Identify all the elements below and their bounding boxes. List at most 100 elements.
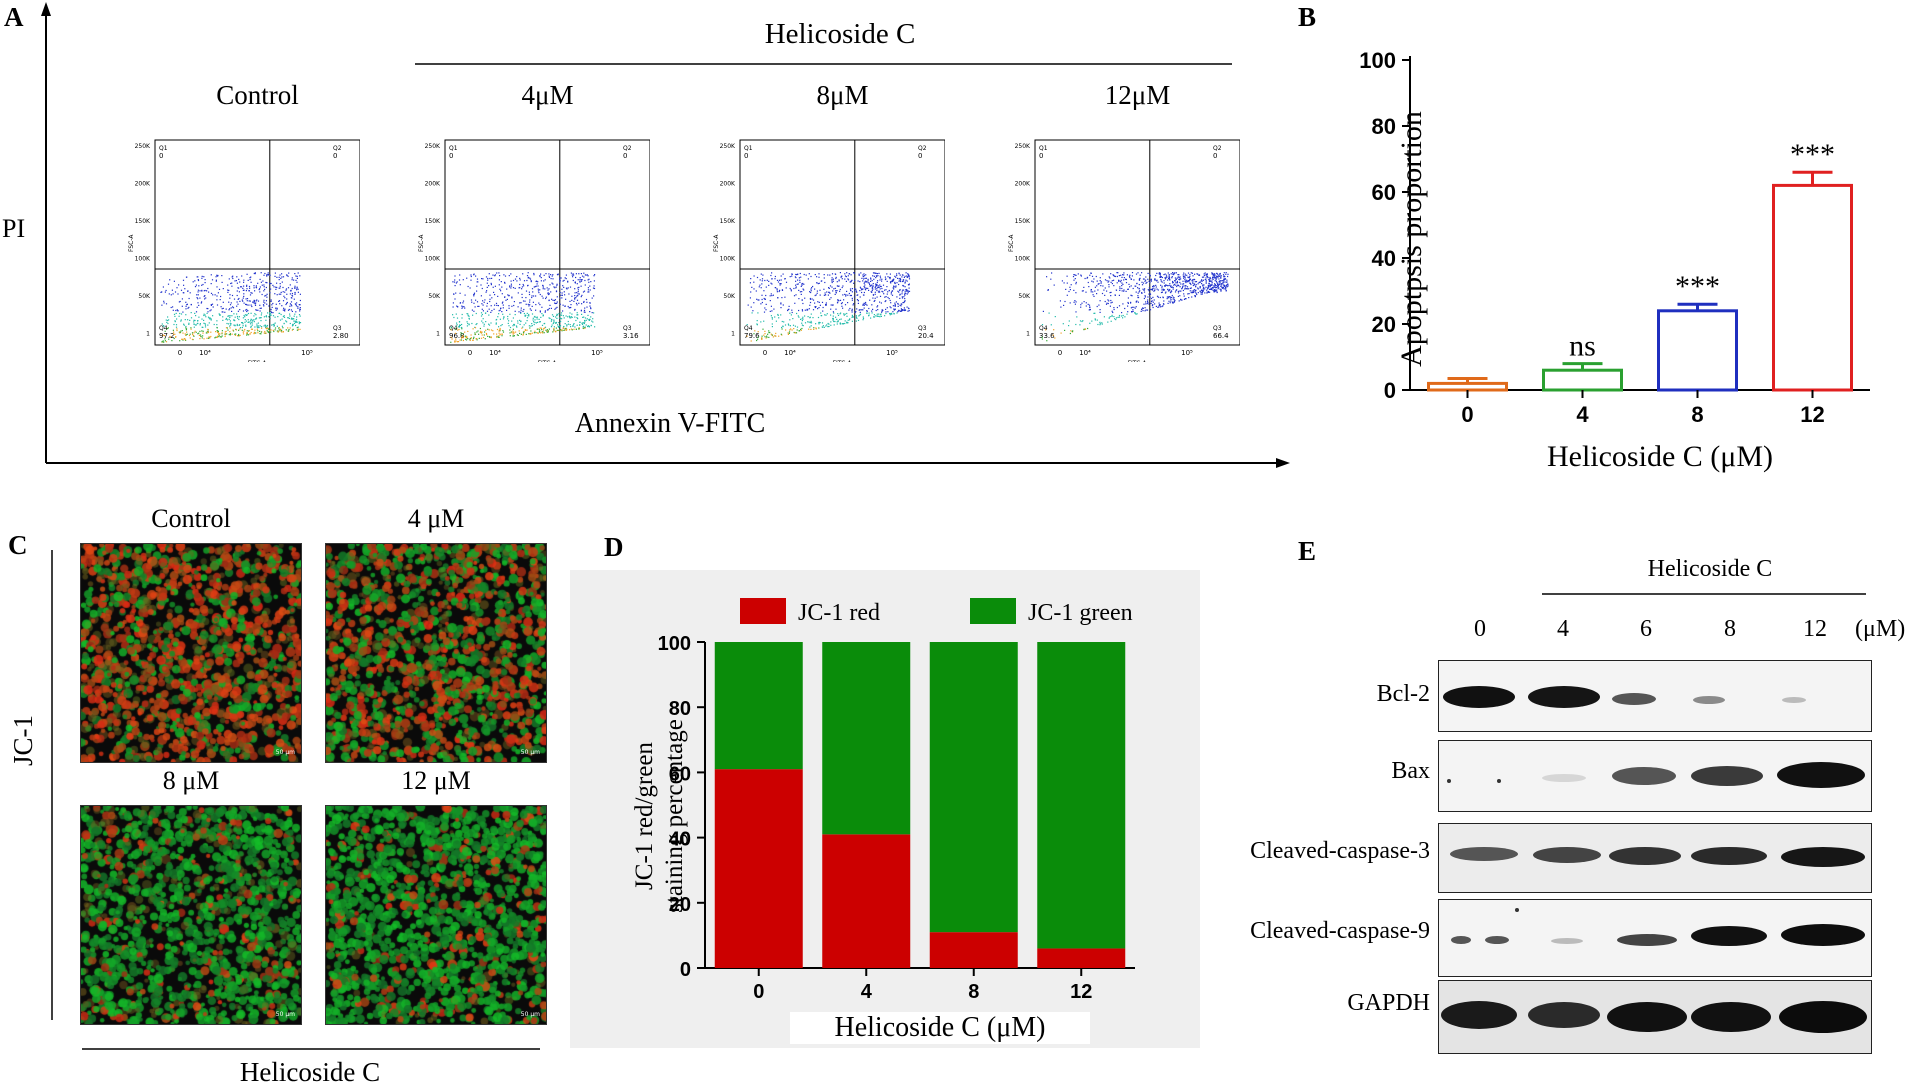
x-tick-label: 12 [1070,981,1092,1003]
y-tick-label: 80 [1372,114,1396,139]
quadrant-percent: 0 [449,152,453,160]
y-tick-label: 40 [669,829,691,851]
panel-b-chart: 0 20 40 60 80 100 0 4 ns 8 *** 12 *** [1359,48,1870,427]
y-tick-label: 100 [658,633,691,655]
stacked-bar-jc-1-green [822,642,911,835]
quadrant-percent: 97.2 [159,332,175,340]
micrograph-control: Control 50 μm [80,504,302,763]
panel-label-b: B [1298,2,1317,32]
stacked-bar-jc-1-green [929,642,1018,933]
y-tick-label: 50K [1018,293,1031,300]
panel-e-group-line [1542,593,1866,595]
stacked-bar-jc-1-red [929,932,1018,968]
micrograph-4um: 4 μM 50 μm [325,504,547,763]
lane-label-0: 0 [1474,616,1486,642]
stacked-bar-jc-1-green [1037,642,1126,949]
quadrant-percent: 33.6 [1039,332,1055,340]
y-tick-label: 1 [436,331,440,338]
panel-c-side-label: JC-1 [8,714,39,767]
blot-strip-gapdh [1438,980,1872,1054]
y-tick-label: 100K [135,256,151,263]
lane-label-4: 4 [1557,616,1569,642]
panel-a-axes [41,2,1290,468]
panel-d-chart: 0 20 40 60 80 100 JC-1 red JC-1 green 0 4 8 12 [658,598,1135,1003]
y-tick-label: 20 [669,894,691,916]
stacked-bar-jc-1-green [714,642,803,770]
x-tick-label: 10⁴ [1079,349,1091,357]
quadrant-percent: 96.8 [449,332,465,340]
bar-12 [1772,183,1853,392]
flow-plot: 4μM 250K 200K 150K 100K 50K 1 0 10⁴ 10⁵ FSC-A FITC-… [415,80,650,362]
quadrant-name: Q2 [623,145,632,152]
quadrant-name: Q1 [1039,145,1048,152]
panel-e-unit: (μM) [1855,616,1906,642]
x-tick-label: 0 [178,349,182,357]
panel-label-c: C [8,530,28,560]
lane-label-8: 8 [1724,616,1736,642]
legend-label: JC-1 green [1028,600,1133,626]
x-tick-label: 0 [753,981,764,1003]
quadrant-percent: 20.4 [918,332,934,340]
flow-plot-area: 250K 200K 150K 100K 50K 1 0 10⁴ 10⁵ FSC-A FITC-A Q1… [713,139,945,362]
protein-label-gapdh: GAPDH [1347,990,1430,1016]
quadrant-name: Q1 [449,145,458,152]
y-tick-label: 150K [720,218,736,225]
quadrant-percent: 79.6 [744,332,760,340]
stacked-bar-jc-1-red [1037,948,1126,968]
quadrant-name: Q4 [744,325,753,332]
y-tick-label: 80 [669,698,691,720]
micrograph-title: 4 μM [407,504,465,533]
quadrant-name: Q3 [918,325,927,332]
legend-swatch [970,598,1016,624]
blot-strip-cleaved-caspase-9 [1438,899,1872,977]
y-tick-label: 40 [1372,246,1396,271]
quadrant-name: Q2 [918,145,927,152]
y-tick-label: 250K [1015,143,1031,150]
flow-plot: 12μM 250K 200K 150K 100K 50K 1 0 10⁴ 10⁵ FSC-A FITC… [1005,80,1240,362]
flow-y-axis-label: FSC-A [713,234,720,252]
quadrant-percent: 0 [1213,152,1217,160]
y-tick-label: 150K [425,218,441,225]
protein-label-cleaved-caspase-9: Cleaved-caspase-9 [1250,918,1430,944]
legend-label: JC-1 red [798,600,880,626]
panel-e-group-label: Helicoside C [1647,556,1773,582]
quadrant-name: Q2 [333,145,342,152]
flow-y-axis-label: FSC-A [1008,234,1015,252]
y-tick-label: 20 [1372,312,1396,337]
micrograph-title: 8 μM [162,766,220,795]
micrograph-title: Control [151,504,231,533]
quadrant-percent: 3.16 [623,332,639,340]
quadrant-name: Q1 [159,145,168,152]
blot-strip-bax [1438,740,1872,812]
quadrant-name: Q4 [1039,325,1048,332]
x-tick-label: 10⁵ [1181,349,1193,357]
quadrant-name: Q2 [1213,145,1222,152]
y-tick-label: 0 [1384,378,1396,403]
x-tick-label: 4 [1576,402,1589,427]
x-tick-label: 10⁴ [199,349,211,357]
flow-plot-title: 8μM [816,80,869,110]
significance-label: *** [1790,138,1835,171]
x-tick-label: 10⁵ [301,349,313,357]
y-tick-label: 200K [425,181,441,188]
x-tick-label: 12 [1800,402,1824,427]
y-tick-label: 50K [428,293,441,300]
quadrant-name: Q3 [623,325,632,332]
flow-plot-area: 250K 200K 150K 100K 50K 1 0 10⁴ 10⁵ FSC-A FITC-A Q1… [418,139,650,362]
flow-x-axis-label: FITC-A [538,360,558,362]
quadrant-name: Q4 [159,325,168,332]
quadrant-percent: 0 [918,152,922,160]
x-tick-label: 0 [1461,402,1473,427]
flow-plot: Control 250K 200K 150K 100K 50K 1 0 10⁴ 10⁵ FSC-A F… [125,80,360,362]
x-tick-label: 10⁴ [784,349,796,357]
y-tick-label: 1 [146,331,150,338]
lane-label-12: 12 [1803,616,1827,642]
lane-label-6: 6 [1640,616,1652,642]
panel-a-group-label: Helicoside C [764,18,916,50]
flow-plot: 8μM 250K 200K 150K 100K 50K 1 0 10⁴ 10⁵ FSC-A FITC-… [710,80,945,362]
y-tick-label: 0 [680,959,691,981]
y-tick-label: 200K [135,181,151,188]
quadrant-percent: 66.4 [1213,332,1229,340]
quadrant-percent: 0 [333,152,337,160]
flow-y-axis-label: FSC-A [128,234,135,252]
